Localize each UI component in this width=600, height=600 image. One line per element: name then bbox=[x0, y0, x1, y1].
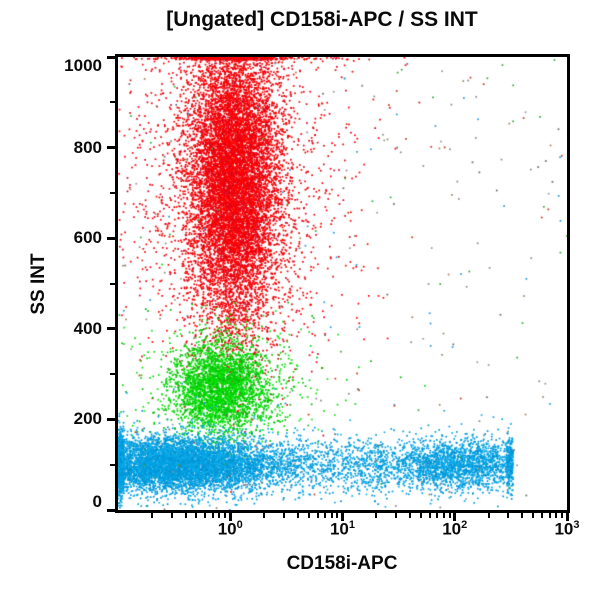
x-minor-tick bbox=[170, 513, 173, 518]
x-minor-tick bbox=[448, 513, 451, 518]
y-tick-label: 800 bbox=[73, 137, 102, 157]
x-minor-tick bbox=[436, 513, 439, 518]
y-major-tick bbox=[107, 417, 115, 421]
x-minor-tick bbox=[224, 513, 227, 518]
y-tick-label: 200 bbox=[73, 409, 102, 429]
y-major-tick bbox=[107, 55, 115, 59]
x-major-tick bbox=[341, 513, 344, 521]
y-minor-tick bbox=[110, 101, 115, 104]
x-minor-tick bbox=[330, 513, 333, 518]
chart-title: [Ungated] CD158i-APC / SS INT bbox=[166, 8, 478, 31]
x-minor-tick bbox=[218, 513, 221, 518]
y-axis-title: SS INT bbox=[28, 253, 49, 315]
x-tick-label: 100 bbox=[217, 519, 243, 539]
x-minor-tick bbox=[555, 513, 558, 518]
x-minor-tick bbox=[375, 513, 378, 518]
x-minor-tick bbox=[548, 513, 551, 518]
x-minor-tick bbox=[560, 513, 563, 518]
x-minor-tick bbox=[211, 513, 214, 518]
x-minor-tick bbox=[184, 513, 187, 518]
x-minor-tick bbox=[316, 513, 319, 518]
scatter-canvas bbox=[118, 57, 567, 510]
y-minor-tick bbox=[110, 373, 115, 376]
x-minor-tick bbox=[442, 513, 445, 518]
y-tick-label: 600 bbox=[73, 228, 102, 248]
x-major-tick bbox=[228, 513, 232, 521]
x-minor-tick bbox=[395, 513, 398, 518]
x-tick-label: 102 bbox=[442, 519, 468, 539]
y-minor-tick bbox=[110, 463, 115, 466]
x-minor-tick bbox=[487, 513, 490, 518]
x-minor-tick bbox=[204, 513, 207, 518]
y-tick-label: 1000 bbox=[64, 56, 102, 75]
plot-frame bbox=[115, 54, 570, 513]
x-axis-title: CD158i-APC bbox=[286, 553, 398, 574]
x-minor-tick bbox=[296, 513, 299, 518]
x-minor-tick bbox=[195, 513, 198, 518]
x-minor-tick bbox=[428, 513, 431, 518]
y-major-tick bbox=[107, 508, 115, 512]
x-minor-tick bbox=[521, 513, 524, 518]
x-minor-tick bbox=[324, 513, 327, 518]
x-minor-tick bbox=[409, 513, 412, 518]
y-major-tick bbox=[107, 146, 115, 150]
x-minor-tick bbox=[336, 513, 339, 518]
x-major-tick bbox=[565, 513, 569, 521]
x-minor-tick bbox=[507, 513, 510, 518]
x-minor-tick bbox=[541, 513, 544, 518]
x-tick-label: 103 bbox=[554, 519, 580, 539]
x-minor-tick bbox=[282, 513, 285, 518]
x-minor-tick bbox=[307, 513, 310, 518]
x-minor-tick bbox=[532, 513, 535, 518]
y-minor-tick bbox=[110, 191, 115, 194]
x-minor-tick bbox=[419, 513, 422, 518]
x-minor-tick bbox=[150, 513, 153, 518]
x-minor-tick bbox=[263, 513, 266, 518]
x-tick-label: 101 bbox=[329, 519, 356, 539]
y-tick-label: 400 bbox=[73, 318, 102, 338]
y-minor-tick bbox=[110, 282, 115, 285]
y-major-tick bbox=[107, 236, 115, 240]
x-major-tick bbox=[453, 513, 457, 521]
y-major-tick bbox=[107, 327, 115, 331]
y-tick-label: 0 bbox=[92, 492, 102, 511]
